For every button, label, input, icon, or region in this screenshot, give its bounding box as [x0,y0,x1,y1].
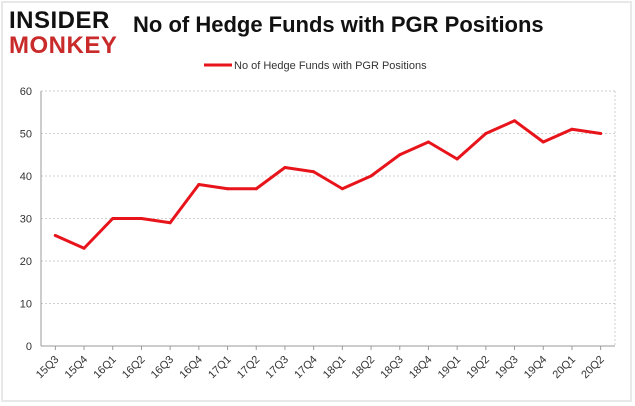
data-point [312,170,316,174]
y-tick-label: 0 [26,341,32,353]
x-tick-label: 18Q3 [378,354,406,382]
x-tick-label: 15Q3 [34,354,62,382]
data-point [570,127,574,131]
data-point [398,153,402,157]
y-tick-label: 40 [20,171,32,183]
x-tick-label: 16Q1 [91,354,119,382]
x-tick-label: 20Q1 [551,354,579,382]
x-tick-labels: 15Q3 15Q4 16Q1 16Q2 16Q3 16Q4 17Q1 17Q2 17Q3 17Q4… [34,354,607,382]
logo-line-1: INSIDER [9,7,110,34]
data-point [599,132,603,135]
x-tick-label: 17Q2 [235,354,263,382]
y-tick-label: 50 [20,129,32,141]
data-point [226,187,230,191]
x-tick-label: 15Q4 [63,354,91,382]
x-tick-label: 18Q1 [321,354,349,382]
x-tick-label: 16Q4 [177,354,205,382]
data-point [513,119,517,123]
x-tick-label: 16Q2 [120,354,148,382]
x-tick-label: 18Q4 [407,354,435,382]
data-point [340,187,344,191]
data-point [197,183,201,186]
x-tick-label: 19Q4 [522,354,550,382]
x-tick-label: 19Q2 [464,354,492,382]
data-point [369,174,373,178]
legend: No of Hedge Funds with PGR Positions [204,60,427,72]
logo-line-2: MONKEY [9,32,118,59]
data-point [254,187,258,191]
series-line [53,119,603,250]
data-point [484,132,488,135]
y-tick-label: 30 [20,214,32,226]
data-point [53,234,57,237]
axes [40,91,615,350]
data-point [82,246,86,250]
data-point [455,157,459,161]
y-tick-label: 60 [20,86,32,98]
series-group [53,119,603,250]
data-point [541,140,545,144]
y-tick-labels: 0 10 20 30 40 50 60 [20,86,32,353]
x-tick-label: 19Q1 [436,354,464,382]
data-point [111,217,115,220]
x-tick-label: 20Q2 [579,354,607,382]
x-tick-label: 16Q3 [149,354,177,382]
y-tick-label: 20 [20,256,32,268]
x-tick-label: 17Q3 [264,354,292,382]
x-tick-label: 19Q3 [493,354,521,382]
x-tick-label: 17Q4 [292,354,320,382]
x-tick-label: 18Q2 [350,354,378,382]
legend-label: No of Hedge Funds with PGR Positions [234,60,427,72]
insider-monkey-logo: INSIDER MONKEY [9,9,117,58]
grid-lines [41,90,616,346]
y-tick-label: 10 [20,299,32,311]
data-point [168,221,172,225]
chart-title: No of Hedge Funds with PGR Positions [133,12,544,37]
data-point [426,140,430,144]
data-point [139,217,143,220]
x-tick-label: 17Q1 [206,354,234,382]
data-point [283,166,287,169]
